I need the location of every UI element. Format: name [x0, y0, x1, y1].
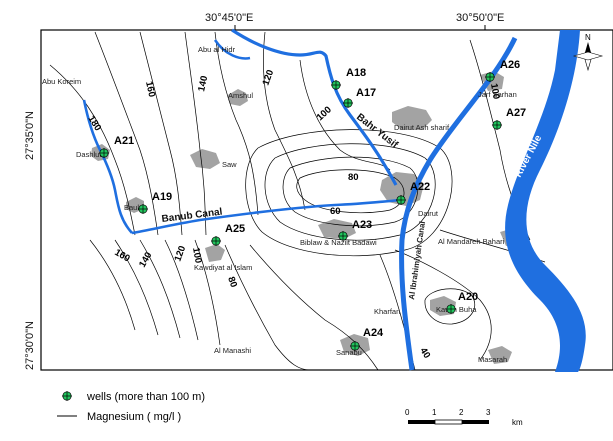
- contour-label: 80: [225, 275, 239, 289]
- town-label: Al Manashi: [214, 346, 251, 355]
- well-marker[interactable]: [492, 120, 502, 130]
- coord-left-bottom: 27°30'0"N: [24, 321, 36, 370]
- well-label: A22: [410, 181, 430, 193]
- banub-canal: [131, 198, 401, 235]
- well-marker[interactable]: [485, 72, 495, 82]
- contour-label: 100: [488, 83, 502, 101]
- well-marker[interactable]: [396, 195, 406, 205]
- town-label: Masarah: [478, 355, 507, 364]
- north-arrow: N: [572, 33, 604, 72]
- well-label: A24: [363, 327, 384, 339]
- contour-line: [249, 244, 379, 371]
- well-label: A20: [458, 291, 478, 303]
- scale-tick-0: 0: [405, 408, 410, 417]
- contour-label: 60: [330, 206, 341, 217]
- contour-line: [224, 244, 311, 371]
- contour-line: [282, 156, 419, 227]
- well-label: A27: [506, 107, 526, 119]
- well-marker[interactable]: [446, 304, 456, 314]
- contour-line: [139, 31, 183, 236]
- contour-line: [114, 239, 159, 336]
- well-marker[interactable]: [99, 148, 109, 158]
- town-area-dairut-sharif: [392, 106, 432, 130]
- town-label: Kawm Buha: [436, 305, 477, 314]
- town-area-kawdiyat: [205, 244, 225, 262]
- coord-top-left: 30°45'0"E: [205, 12, 253, 24]
- town-label: Amshul: [228, 91, 253, 100]
- wells: A18 A17 A26 A27 A21 A22 A19 A23 A25 A20 …: [99, 59, 526, 351]
- well-marker[interactable]: [211, 236, 221, 246]
- town-label: Baulu: [124, 203, 143, 212]
- town-label: Dairut: [418, 209, 439, 218]
- well-marker[interactable]: [138, 204, 148, 214]
- contour-line: [164, 239, 199, 341]
- contour-label: 120: [260, 68, 276, 87]
- scale-tick-2: 2: [459, 408, 464, 417]
- town-label: Saw: [222, 160, 237, 169]
- well-marker[interactable]: [350, 341, 360, 351]
- town-label: Abu Koreim: [42, 77, 81, 86]
- contour-label: 160: [143, 80, 157, 98]
- well-label: A19: [152, 191, 172, 203]
- legend-magnesium-label: Magnesium ( mg/l ): [87, 411, 181, 423]
- contour-line: [214, 31, 259, 216]
- contour-line: [245, 129, 453, 257]
- contour-line: [394, 249, 492, 361]
- town-label: Dairut Ash sharif: [394, 123, 450, 132]
- town-label: Biblaw & Naziit Badawi: [300, 238, 377, 247]
- well-marker[interactable]: [331, 80, 341, 90]
- scale-unit: km: [512, 418, 523, 427]
- ibrahimiyah-canal: [399, 36, 518, 371]
- scale-tick-1: 1: [432, 408, 437, 417]
- contour-line: [94, 31, 159, 236]
- contour-label: 80: [348, 172, 359, 183]
- banub-canal-west: [82, 99, 133, 234]
- contour-line: [194, 239, 221, 346]
- scale-bar: 0 1 2 3 km: [405, 408, 523, 427]
- map-content: River Nile Bahr Yusif Banub Canal Al Ibr…: [42, 28, 604, 372]
- contour-line: [139, 239, 181, 339]
- town-label: Jarf Sarhan: [478, 90, 517, 99]
- contour-label: 40: [417, 346, 432, 361]
- town-label: Kawdiyat al Islam: [194, 263, 252, 272]
- town-area-masarah: [488, 346, 512, 364]
- contour-label: 140: [196, 75, 210, 93]
- north-label: N: [585, 33, 591, 42]
- town-label: Sanabu: [336, 348, 362, 357]
- legend-well-symbol: [62, 391, 72, 401]
- town-label: Dashlut: [76, 150, 102, 159]
- well-label: A26: [500, 59, 520, 71]
- contour-line: [89, 239, 136, 331]
- town-area-saw: [190, 149, 220, 169]
- well-label: A25: [225, 223, 245, 235]
- coord-left-top: 27°35'0"N: [24, 111, 36, 160]
- well-label: A18: [346, 67, 366, 79]
- bahr-yusif-branch: [213, 39, 251, 60]
- contour-line: [296, 169, 405, 214]
- contour-line: [424, 288, 476, 325]
- town-label: Al Mandareh Bahari: [438, 237, 505, 246]
- town-label: Abu al Hidr: [198, 45, 236, 54]
- river-nile: [505, 30, 586, 372]
- well-marker[interactable]: [343, 98, 353, 108]
- contour-line: [263, 31, 306, 211]
- bahr-yusif: [231, 28, 398, 186]
- scale-tick-3: 3: [486, 408, 491, 417]
- contour-line: [299, 59, 391, 171]
- contour-label: 120: [172, 244, 188, 263]
- well-label: A17: [356, 87, 376, 99]
- town-area-amshul: [228, 89, 248, 106]
- legend-wells-label: wells (more than 100 m): [86, 391, 205, 403]
- contour-line: [184, 31, 207, 236]
- contour-label: 100: [190, 247, 204, 265]
- well-label: A21: [114, 135, 134, 147]
- well-label: A23: [352, 219, 372, 231]
- well-marker[interactable]: [338, 231, 348, 241]
- legend: wells (more than 100 m) Magnesium ( mg/l…: [57, 391, 205, 423]
- town-label: Kharfan: [374, 307, 400, 316]
- coord-top-right: 30°50'0"E: [456, 12, 504, 24]
- contour-line: [49, 64, 136, 236]
